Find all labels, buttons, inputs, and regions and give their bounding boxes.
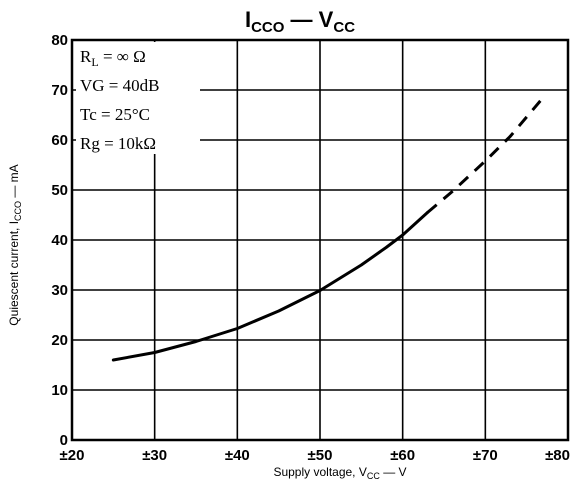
y-tick-label: 0	[60, 432, 68, 449]
condition-tc: Tc = 25°C	[80, 105, 150, 124]
series-group	[111, 96, 545, 362]
y-axis-label: Quiescent current, ICCO — mA	[7, 164, 23, 325]
condition-rl: RL = ∞ Ω	[80, 47, 146, 69]
condition-vg: VG = 40dB	[80, 76, 159, 95]
x-tick-label: ±20	[60, 447, 85, 464]
y-tick-label: 20	[51, 332, 68, 349]
y-tick-label: 60	[51, 132, 68, 149]
title-current-sub: CCO	[251, 19, 285, 36]
y-tick-label: 10	[51, 382, 68, 399]
x-tick-label: ±40	[225, 447, 250, 464]
condition-rg: Rg = 10kΩ	[80, 134, 156, 153]
tick-labels: ±20 ±30 ±40 ±50 ±60 ±70 ±80 0 10 20 30 40 50 60 70 80	[51, 32, 570, 464]
y-tick-label: 40	[51, 232, 68, 249]
conditions-box	[76, 42, 200, 154]
x-tick-label: ±50	[308, 447, 333, 464]
series-line-dashed	[426, 96, 545, 214]
x-tick-label: ±60	[390, 447, 415, 464]
chart-title: ICCO — VCC	[245, 7, 355, 36]
x-tick-label: ±70	[473, 447, 498, 464]
x-axis-label: Supply voltage, VCC — V	[273, 465, 406, 481]
title-voltage-sub: CC	[333, 19, 355, 36]
y-tick-label: 80	[51, 32, 68, 49]
title-voltage: V	[319, 7, 334, 32]
x-tick-label: ±80	[545, 447, 570, 464]
y-tick-label: 30	[51, 282, 68, 299]
title-current: I	[245, 7, 251, 32]
x-tick-label: ±30	[142, 447, 167, 464]
y-tick-label: 70	[51, 82, 68, 99]
y-tick-label: 50	[51, 182, 68, 199]
series-line-solid	[111, 211, 429, 362]
title-separator: —	[284, 7, 318, 32]
